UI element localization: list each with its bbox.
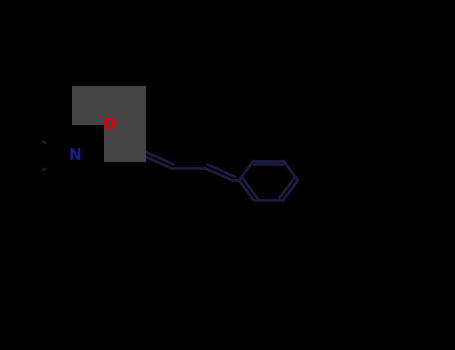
Text: O: O: [103, 117, 116, 132]
Text: N: N: [69, 148, 81, 163]
